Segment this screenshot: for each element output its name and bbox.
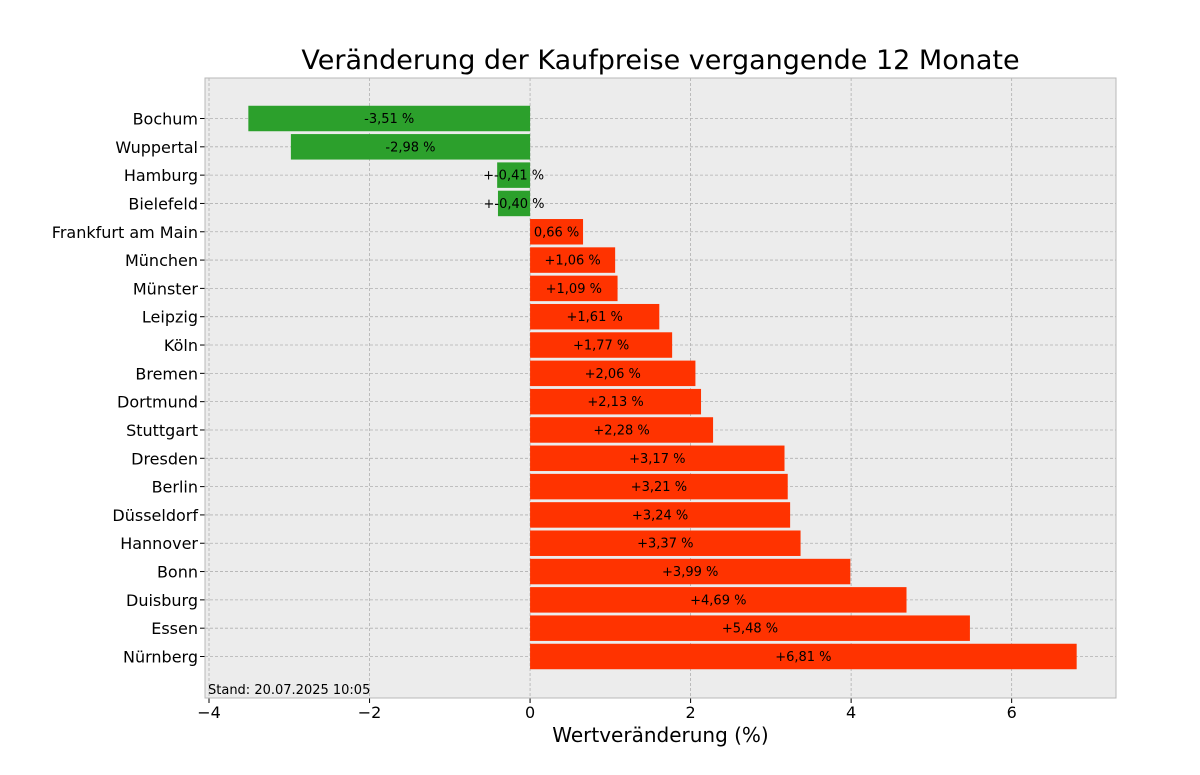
y-tick-label: Berlin: [152, 478, 198, 497]
bar-value-label: +1,77 %: [573, 339, 629, 354]
x-tick-label: 2: [686, 703, 696, 722]
bar: [290, 134, 531, 160]
bar-value-label: +3,24 %: [632, 508, 688, 523]
bar: [530, 219, 584, 245]
y-tick-label: Wuppertal: [115, 138, 198, 157]
chart-title: Veränderung der Kaufpreise vergangende 1…: [301, 45, 1019, 76]
bar: [530, 275, 618, 302]
bar-value-label: +3,17 %: [629, 452, 685, 467]
x-tick-label: −4: [197, 703, 221, 722]
y-tick-label: Bonn: [157, 563, 198, 582]
y-tick-label: München: [125, 251, 198, 270]
bar-value-label: -2,98 %: [385, 140, 435, 155]
timestamp-annotation: Stand: 20.07.2025 10:05: [208, 683, 370, 698]
bar-value-label: +1,61 %: [567, 310, 623, 325]
bar: [497, 162, 531, 188]
y-tick-label: Hamburg: [124, 166, 198, 185]
bar-value-label: +-0,41 %: [483, 169, 544, 184]
x-tick-label: 4: [846, 703, 856, 722]
bar: [530, 587, 907, 613]
bar: [248, 105, 531, 132]
bar-value-label: +3,37 %: [637, 537, 693, 552]
bar: [530, 615, 970, 641]
x-tick-label: 6: [1007, 703, 1017, 722]
x-tick-label: 0: [525, 703, 535, 722]
bar-value-label: +1,06 %: [544, 254, 600, 269]
y-tick-label: Essen: [151, 619, 198, 638]
y-tick-label: Düsseldorf: [112, 506, 198, 525]
plot-frame: [204, 77, 1117, 699]
y-tick-labels: Bochum Wuppertal Hamburg Bielefeld Frankfurt…: [52, 110, 205, 667]
bar-value-label: +2,06 %: [585, 367, 641, 382]
bar-value-label: +6,81 %: [775, 650, 831, 665]
bar-value-labels: -3,51 % -2,98 % +-0,41 % +-0,40 % 0,66 % +1,0…: [364, 112, 831, 665]
bar-value-label: +2,13 %: [587, 395, 643, 410]
y-tick-label: Dortmund: [117, 393, 198, 412]
bar-value-label: +5,48 %: [722, 622, 778, 637]
y-tick-label: Dresden: [131, 449, 198, 468]
bar: [530, 643, 1077, 670]
bar-value-label: +3,99 %: [662, 565, 718, 580]
bar-value-label: +4,69 %: [690, 593, 746, 608]
x-tick-label: −2: [358, 703, 382, 722]
y-tick-label: Bremen: [135, 364, 198, 383]
bar: [530, 332, 673, 358]
y-tick-label: Stuttgart: [126, 421, 198, 440]
bar-value-label: -3,51 %: [364, 112, 414, 127]
y-tick-label: Bochum: [133, 110, 198, 129]
y-tick-label: Köln: [164, 336, 198, 355]
y-tick-label: Leipzig: [142, 308, 198, 327]
bar-value-label: +1,09 %: [546, 282, 602, 297]
bar: [530, 247, 616, 273]
bar: [530, 445, 785, 472]
bars: [248, 105, 1077, 670]
y-tick-label: Duisburg: [126, 591, 198, 610]
y-tick-label: Hannover: [120, 534, 198, 553]
bar: [530, 388, 702, 415]
x-axis-title: Wertveränderung (%): [552, 723, 769, 747]
bar: [497, 190, 531, 217]
bar-value-label: +-0,40 %: [484, 197, 545, 212]
bar: [530, 360, 696, 387]
bar: [530, 473, 788, 500]
bar-value-label: +3,21 %: [631, 480, 687, 495]
bar: [530, 502, 791, 528]
bar: [530, 303, 660, 330]
x-tick-labels: −4 −2 0 2 4 6: [197, 698, 1017, 722]
y-tick-label: Bielefeld: [128, 194, 198, 213]
y-tick-label: Münster: [133, 279, 199, 298]
bar-value-label: 0,66 %: [534, 225, 579, 240]
y-tick-label: Nürnberg: [123, 648, 198, 667]
bar: [530, 530, 801, 556]
y-tick-label: Frankfurt am Main: [52, 223, 198, 242]
bar: [530, 417, 714, 443]
bar-value-label: +2,28 %: [593, 423, 649, 438]
bar: [530, 558, 851, 585]
